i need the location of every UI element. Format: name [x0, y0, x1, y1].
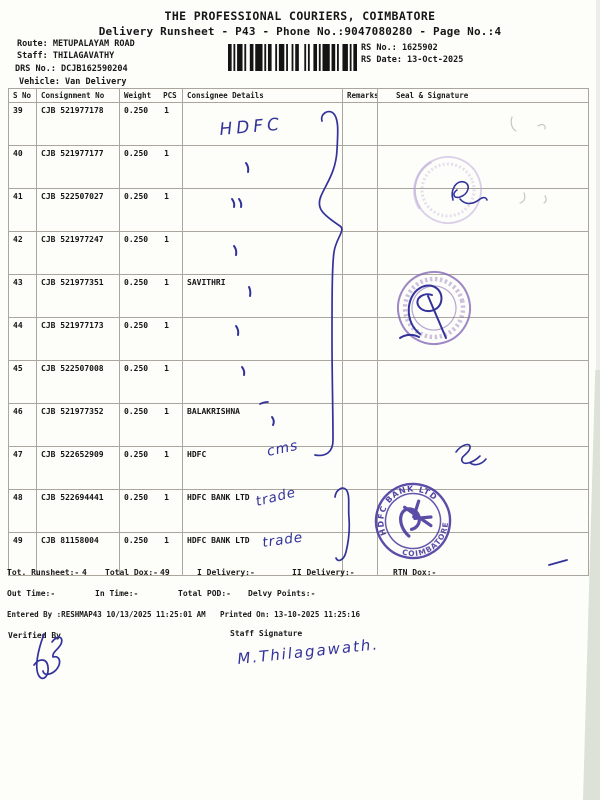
rs-date-field: RS Date: 13-Oct-2025 — [361, 55, 464, 65]
col-consignee: Consignee Details — [182, 88, 343, 103]
total-dox-value: 49 — [160, 568, 170, 577]
table-row: 48 CJB 522694441 0.250 1 HDFC BANK LTD — [8, 489, 589, 533]
runsheet-table: S No Consignment No Weight PCS Consignee … — [8, 88, 589, 576]
table-row: 47 CJB 522652909 0.250 1 HDFC — [8, 446, 589, 490]
total-dox-label: Total Dox:- — [105, 568, 158, 577]
route-field: Route: METUPALAYAM ROAD — [17, 39, 135, 49]
drs-no-field: DRS No.: DCJB162590204 — [15, 64, 128, 74]
table-row: 42 CJB 521977247 0.250 1 — [8, 231, 589, 275]
col-remarks: Remarks — [342, 88, 378, 103]
ii-delivery-label: II Delivery:- — [292, 568, 355, 577]
col-seal: Seal & Signature — [377, 88, 589, 103]
table-row: 43 CJB 521977351 0.250 1 SAVITHRI — [8, 274, 589, 318]
table-row: 39 CJB 521977178 0.250 1 — [8, 102, 589, 146]
in-time-label: In Time:- — [95, 589, 139, 598]
col-weight-pcs: Weight PCS — [119, 88, 183, 103]
page-title: THE PROFESSIONAL COURIERS, COIMBATORE — [164, 9, 436, 23]
rs-no-field: RS No.: 1625902 — [361, 43, 438, 53]
tot-runsheet-label: Tot. Runsheet:- — [7, 568, 80, 577]
out-time-label: Out Time:- — [7, 589, 56, 598]
staff-field: Staff: THILAGAVATHY — [17, 51, 115, 61]
rtn-dox-label: RTN Dox:- — [393, 568, 437, 577]
table-row: 44 CJB 521977173 0.250 1 — [8, 317, 589, 361]
printed-on-line: Printed On: 13-10-2025 11:25:16 — [220, 610, 360, 619]
table-row: 41 CJB 522507027 0.250 1 — [8, 188, 589, 232]
handwritten-staff-signature: M.Thilagawath. — [237, 635, 380, 668]
i-delivery-label: I Delivery:- — [197, 568, 255, 577]
vehicle-field: Vehicle: Van Delivery — [19, 77, 127, 87]
barcode — [228, 44, 357, 71]
table-row: 46 CJB 521977352 0.250 1 BALAKRISHNA — [8, 403, 589, 447]
total-pod-label: Total POD:- — [178, 589, 231, 598]
entered-by-line: Entered By :RESHMAP43 10/13/2025 11:25:0… — [7, 610, 206, 619]
table-row: 40 CJB 521977177 0.250 1 — [8, 145, 589, 189]
page-subtitle: Delivery Runsheet - P43 - Phone No.:9047… — [98, 25, 502, 38]
col-consignment: Consignment No — [36, 88, 120, 103]
table-row: 45 CJB 522507008 0.250 1 — [8, 360, 589, 404]
verified-by-label: Verified By — [8, 631, 61, 640]
col-sno: S No — [8, 88, 37, 103]
ink-signature-verified — [33, 633, 63, 680]
table-header-row: S No Consignment No Weight PCS Consignee … — [8, 88, 589, 103]
tot-runsheet-value: 4 — [82, 568, 87, 577]
staff-signature-label: Staff Signature — [230, 629, 303, 638]
delvy-points-label: Delvy Points:- — [248, 589, 316, 598]
